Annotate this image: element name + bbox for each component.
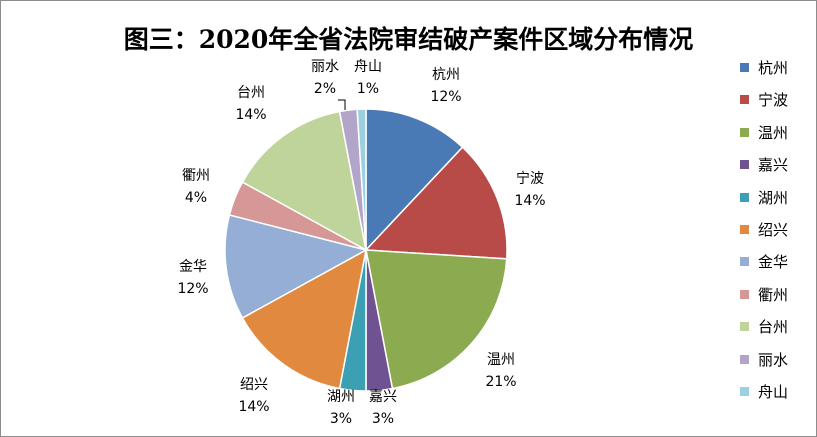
data-label-value-7: 4%	[185, 190, 207, 206]
legend-swatch	[740, 160, 749, 170]
data-label-name-10: 舟山	[354, 59, 382, 75]
data-label-value-8: 14%	[235, 107, 266, 123]
data-label-name-2: 温州	[487, 352, 515, 368]
legend-swatch	[740, 63, 749, 72]
legend-swatch	[740, 192, 749, 202]
pie-slice-8	[241, 110, 368, 252]
leader-line-lishui	[338, 99, 346, 110]
legend-label: 台州	[758, 318, 789, 337]
pie-slice-0	[365, 108, 464, 252]
pie-slice-1	[364, 146, 508, 260]
legend-label: 宁波	[758, 91, 789, 110]
legend-swatch	[740, 387, 749, 396]
data-label-value-3: 3%	[372, 411, 394, 427]
pie-slice-6	[224, 214, 369, 319]
data-label-value-1: 14%	[514, 193, 545, 209]
data-label-name-6: 金华	[179, 259, 207, 275]
data-label-name-4: 湖州	[327, 389, 355, 405]
data-label-value-6: 12%	[177, 281, 208, 297]
legend-label: 衢州	[758, 285, 789, 304]
data-label-name-7: 衢州	[182, 167, 210, 184]
legend-swatch	[740, 257, 749, 267]
legend-swatch	[740, 289, 749, 299]
legend-label: 丽水	[758, 350, 789, 369]
legend-label: 杭州	[758, 59, 789, 77]
data-label-name-3: 嘉兴	[369, 389, 397, 405]
data-label-value-2: 21%	[485, 374, 516, 390]
legend-label: 嘉兴	[758, 156, 789, 175]
pie-slice-2	[365, 249, 508, 390]
data-label-value-5: 14%	[238, 399, 269, 415]
data-label-name-0: 杭州	[432, 67, 460, 83]
data-label-name-5: 绍兴	[240, 377, 268, 393]
legend-swatch	[740, 322, 749, 332]
data-label-value-4: 3%	[330, 411, 352, 427]
data-label-value-9: 2%	[314, 81, 336, 97]
legend-label: 湖州	[758, 188, 789, 207]
legend-swatch	[740, 95, 749, 105]
legend-label: 绍兴	[758, 221, 789, 239]
data-label-value-10: 1%	[357, 81, 379, 97]
legend-label: 温州	[758, 123, 789, 142]
pie-slice-10	[356, 108, 367, 251]
legend-swatch	[740, 225, 749, 234]
data-label-name-1: 宁波	[516, 170, 544, 187]
legend-label: 金华	[758, 253, 789, 272]
legend-swatch	[740, 127, 749, 137]
data-label-name-9: 丽水	[311, 59, 339, 75]
chart-title: 图三：2020年全省法院审结破产案件区域分布情况	[123, 25, 694, 54]
pie-slice-5	[241, 248, 368, 390]
data-label-value-0: 12%	[430, 89, 461, 105]
legend-swatch	[740, 354, 749, 364]
legend-label: 舟山	[758, 383, 789, 401]
data-label-name-8: 台州	[237, 85, 265, 101]
